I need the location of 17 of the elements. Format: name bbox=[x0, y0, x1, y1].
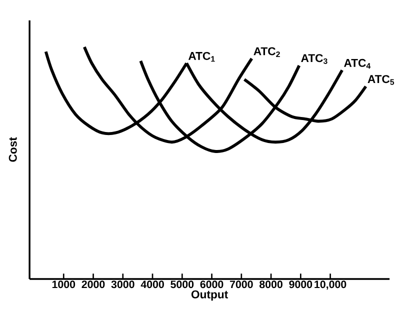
x-axis-title: Output bbox=[191, 290, 228, 301]
x-tick-label: 6000 bbox=[200, 280, 224, 288]
x-tick-label: 7000 bbox=[230, 280, 253, 288]
x-tick-label: 9000 bbox=[289, 280, 312, 288]
series-label: ATC$_{1}$ bbox=[188, 52, 215, 62]
x-tick-label: 3000 bbox=[111, 280, 134, 288]
series-label: ATC$_{2}$ bbox=[254, 47, 280, 58]
x-tick-label: 4000 bbox=[140, 280, 164, 288]
x-tick-label: 1000 bbox=[52, 280, 76, 288]
x-tick-label: 2000 bbox=[82, 280, 105, 288]
x-tick-label: 5000 bbox=[170, 280, 194, 288]
y-axis-title: Cost bbox=[8, 137, 17, 162]
series-label: ATC$_{5}$ bbox=[368, 75, 394, 85]
series-label: ATC$_{3}$ bbox=[301, 54, 328, 64]
series-label: ATC$_{4}$ bbox=[344, 58, 371, 69]
x-tick-label: 10,000 bbox=[314, 280, 346, 290]
x-tick-label: 8000 bbox=[260, 280, 282, 288]
